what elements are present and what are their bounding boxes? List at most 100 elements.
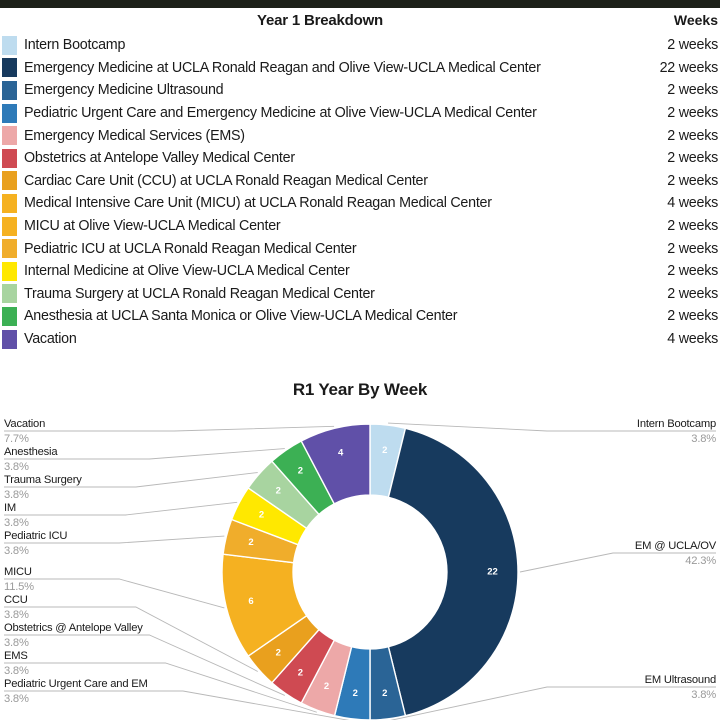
slice-value-label: 2: [276, 485, 281, 496]
legend-color-swatch: [2, 148, 17, 168]
rotation-label: Anesthesia at UCLA Santa Monica or Olive…: [24, 308, 458, 325]
year-1-breakdown-table: Year 1 Breakdown Weeks Intern Bootcamp 2 …: [0, 8, 720, 350]
rotation-label: Intern Bootcamp: [24, 37, 126, 54]
slice-value-label: 2: [259, 510, 264, 521]
rotation-weeks-value: 2 weeks: [667, 150, 718, 167]
callout-percent-label: 3.8%: [4, 609, 29, 621]
slice-value-label: 6: [248, 596, 253, 607]
legend-color-swatch: [2, 103, 17, 123]
callout-category-label: IM: [4, 502, 16, 514]
callout-leader-line: [4, 501, 238, 516]
breakdown-row: Pediatric Urgent Care and Emergency Medi…: [0, 102, 720, 125]
breakdown-row: Emergency Medical Services (EMS) 2 weeks: [0, 124, 720, 147]
rotation-weeks-value: 2 weeks: [667, 105, 718, 122]
donut-slice[interactable]: [300, 423, 371, 505]
rotation-label: Internal Medicine at Olive View-UCLA Med…: [24, 263, 350, 280]
callout-leader-line: [4, 606, 258, 672]
callout-leader-line: [4, 662, 317, 713]
slice-value-label: 22: [487, 567, 498, 578]
breakdown-row: Obstetrics at Antelope Valley Medical Ce…: [0, 147, 720, 170]
legend-color-swatch: [2, 239, 17, 259]
breakdown-row: Intern Bootcamp 2 weeks: [0, 34, 720, 57]
callout-percent-label: 11.5%: [4, 581, 34, 593]
breakdown-row: Trauma Surgery at UCLA Ronald Reagan Med…: [0, 283, 720, 306]
slice-value-label: 2: [324, 681, 329, 692]
weeks-column-header: Weeks: [673, 12, 718, 28]
rotation-weeks-value: 2 weeks: [667, 263, 718, 280]
callout-percent-label: 3.8%: [4, 489, 29, 501]
rotation-weeks-value: 2 weeks: [667, 127, 718, 144]
rotation-weeks-value: 2 weeks: [667, 82, 718, 99]
breakdown-row: Vacation 4 weeks: [0, 328, 720, 351]
callout-category-label: Pediatric Urgent Care and EM: [4, 678, 148, 690]
breakdown-row: Cardiac Care Unit (CCU) at UCLA Ronald R…: [0, 170, 720, 193]
rotation-weeks-value: 2 weeks: [667, 285, 718, 302]
rotation-weeks-value: 22 weeks: [659, 59, 719, 76]
rotation-weeks-value: 2 weeks: [667, 218, 718, 235]
callout-leader-line: [4, 634, 285, 696]
callout-category-label: Obstetrics @ Antelope Valley: [4, 622, 143, 634]
legend-color-swatch: [2, 80, 17, 100]
rotation-label: Emergency Medicine Ultrasound: [24, 82, 224, 99]
donut-slice[interactable]: [387, 427, 519, 717]
rotation-weeks-value: 2 weeks: [667, 308, 718, 325]
callout-category-label: Intern Bootcamp: [637, 418, 716, 430]
callout-category-label: Anesthesia: [4, 446, 58, 458]
legend-color-swatch: [2, 306, 17, 326]
callout-leader-line: [4, 425, 335, 432]
donut-chart-svg: 22222222622224Vacation7.7%Anesthesia3.8%…: [4, 418, 717, 720]
slice-value-label: 2: [382, 445, 387, 456]
rotation-label: Vacation: [24, 331, 77, 348]
callout-leader-line: [4, 578, 225, 609]
callout-percent-label: 42.3%: [685, 555, 716, 567]
slice-value-label: 2: [298, 466, 303, 477]
slice-value-label: 2: [353, 688, 358, 699]
slice-value-label: 4: [338, 448, 344, 459]
rotation-label: Pediatric Urgent Care and Emergency Medi…: [24, 105, 537, 122]
callout-percent-label: 7.7%: [4, 433, 29, 445]
callout-percent-label: 3.8%: [691, 433, 716, 445]
callout-category-label: CCU: [4, 594, 28, 606]
callout-percent-label: 3.8%: [4, 461, 29, 473]
rotation-label: Trauma Surgery at UCLA Ronald Reagan Med…: [24, 285, 375, 302]
legend-color-swatch: [2, 284, 17, 304]
rotation-label: Emergency Medicine at UCLA Ronald Reagan…: [24, 59, 541, 76]
breakdown-row: Emergency Medicine Ultrasound 2 weeks: [0, 79, 720, 102]
callout-category-label: Pediatric ICU: [4, 530, 67, 542]
legend-color-swatch: [2, 193, 17, 213]
legend-color-swatch: [2, 126, 17, 146]
top-black-bar: [0, 0, 720, 8]
callout-leader-line: [4, 535, 225, 544]
callout-category-label: Vacation: [4, 418, 45, 430]
callout-category-label: EM @ UCLA/OV: [635, 540, 717, 552]
callout-category-label: EM Ultrasound: [645, 674, 716, 686]
callout-percent-label: 3.8%: [4, 693, 29, 705]
legend-color-swatch: [2, 329, 17, 349]
legend-color-swatch: [2, 35, 17, 55]
slice-value-label: 2: [298, 667, 303, 678]
callout-leader-line: [4, 690, 350, 720]
legend-color-swatch: [2, 216, 17, 236]
rotation-label: Pediatric ICU at UCLA Ronald Reagan Medi…: [24, 240, 357, 257]
callout-leader-line: [390, 686, 716, 720]
legend-color-swatch: [2, 171, 17, 191]
callout-leader-line: [519, 552, 716, 573]
breakdown-row: MICU at Olive View-UCLA Medical Center 2 …: [0, 215, 720, 238]
callout-category-label: EMS: [4, 650, 28, 662]
rotation-weeks-value: 4 weeks: [667, 331, 718, 348]
legend-color-swatch: [2, 261, 17, 281]
r1-year-by-week-donut-chart: R1 Year By Week 2 22 2 2 2 2 2 6 2 2 2 2 4 Vacation 7.…: [0, 372, 720, 720]
callout-leader-line: [4, 448, 285, 460]
callout-category-label: Trauma Surgery: [4, 474, 82, 486]
rotation-label: Medical Intensive Care Unit (MICU) at UC…: [24, 195, 492, 212]
legend-color-swatch: [2, 58, 17, 78]
slice-value-label: 2: [248, 537, 253, 548]
rotation-label: MICU at Olive View-UCLA Medical Center: [24, 218, 281, 235]
callout-leader-line: [388, 422, 716, 432]
breakdown-row-list: Intern Bootcamp 2 weeks Emergency Medicine…: [0, 34, 720, 350]
breakdown-header-row: Year 1 Breakdown Weeks: [0, 8, 720, 34]
callout-percent-label: 3.8%: [4, 665, 29, 677]
rotation-label: Emergency Medical Services (EMS): [24, 127, 245, 144]
rotation-weeks-value: 2 weeks: [667, 37, 718, 54]
rotation-weeks-value: 4 weeks: [667, 195, 718, 212]
